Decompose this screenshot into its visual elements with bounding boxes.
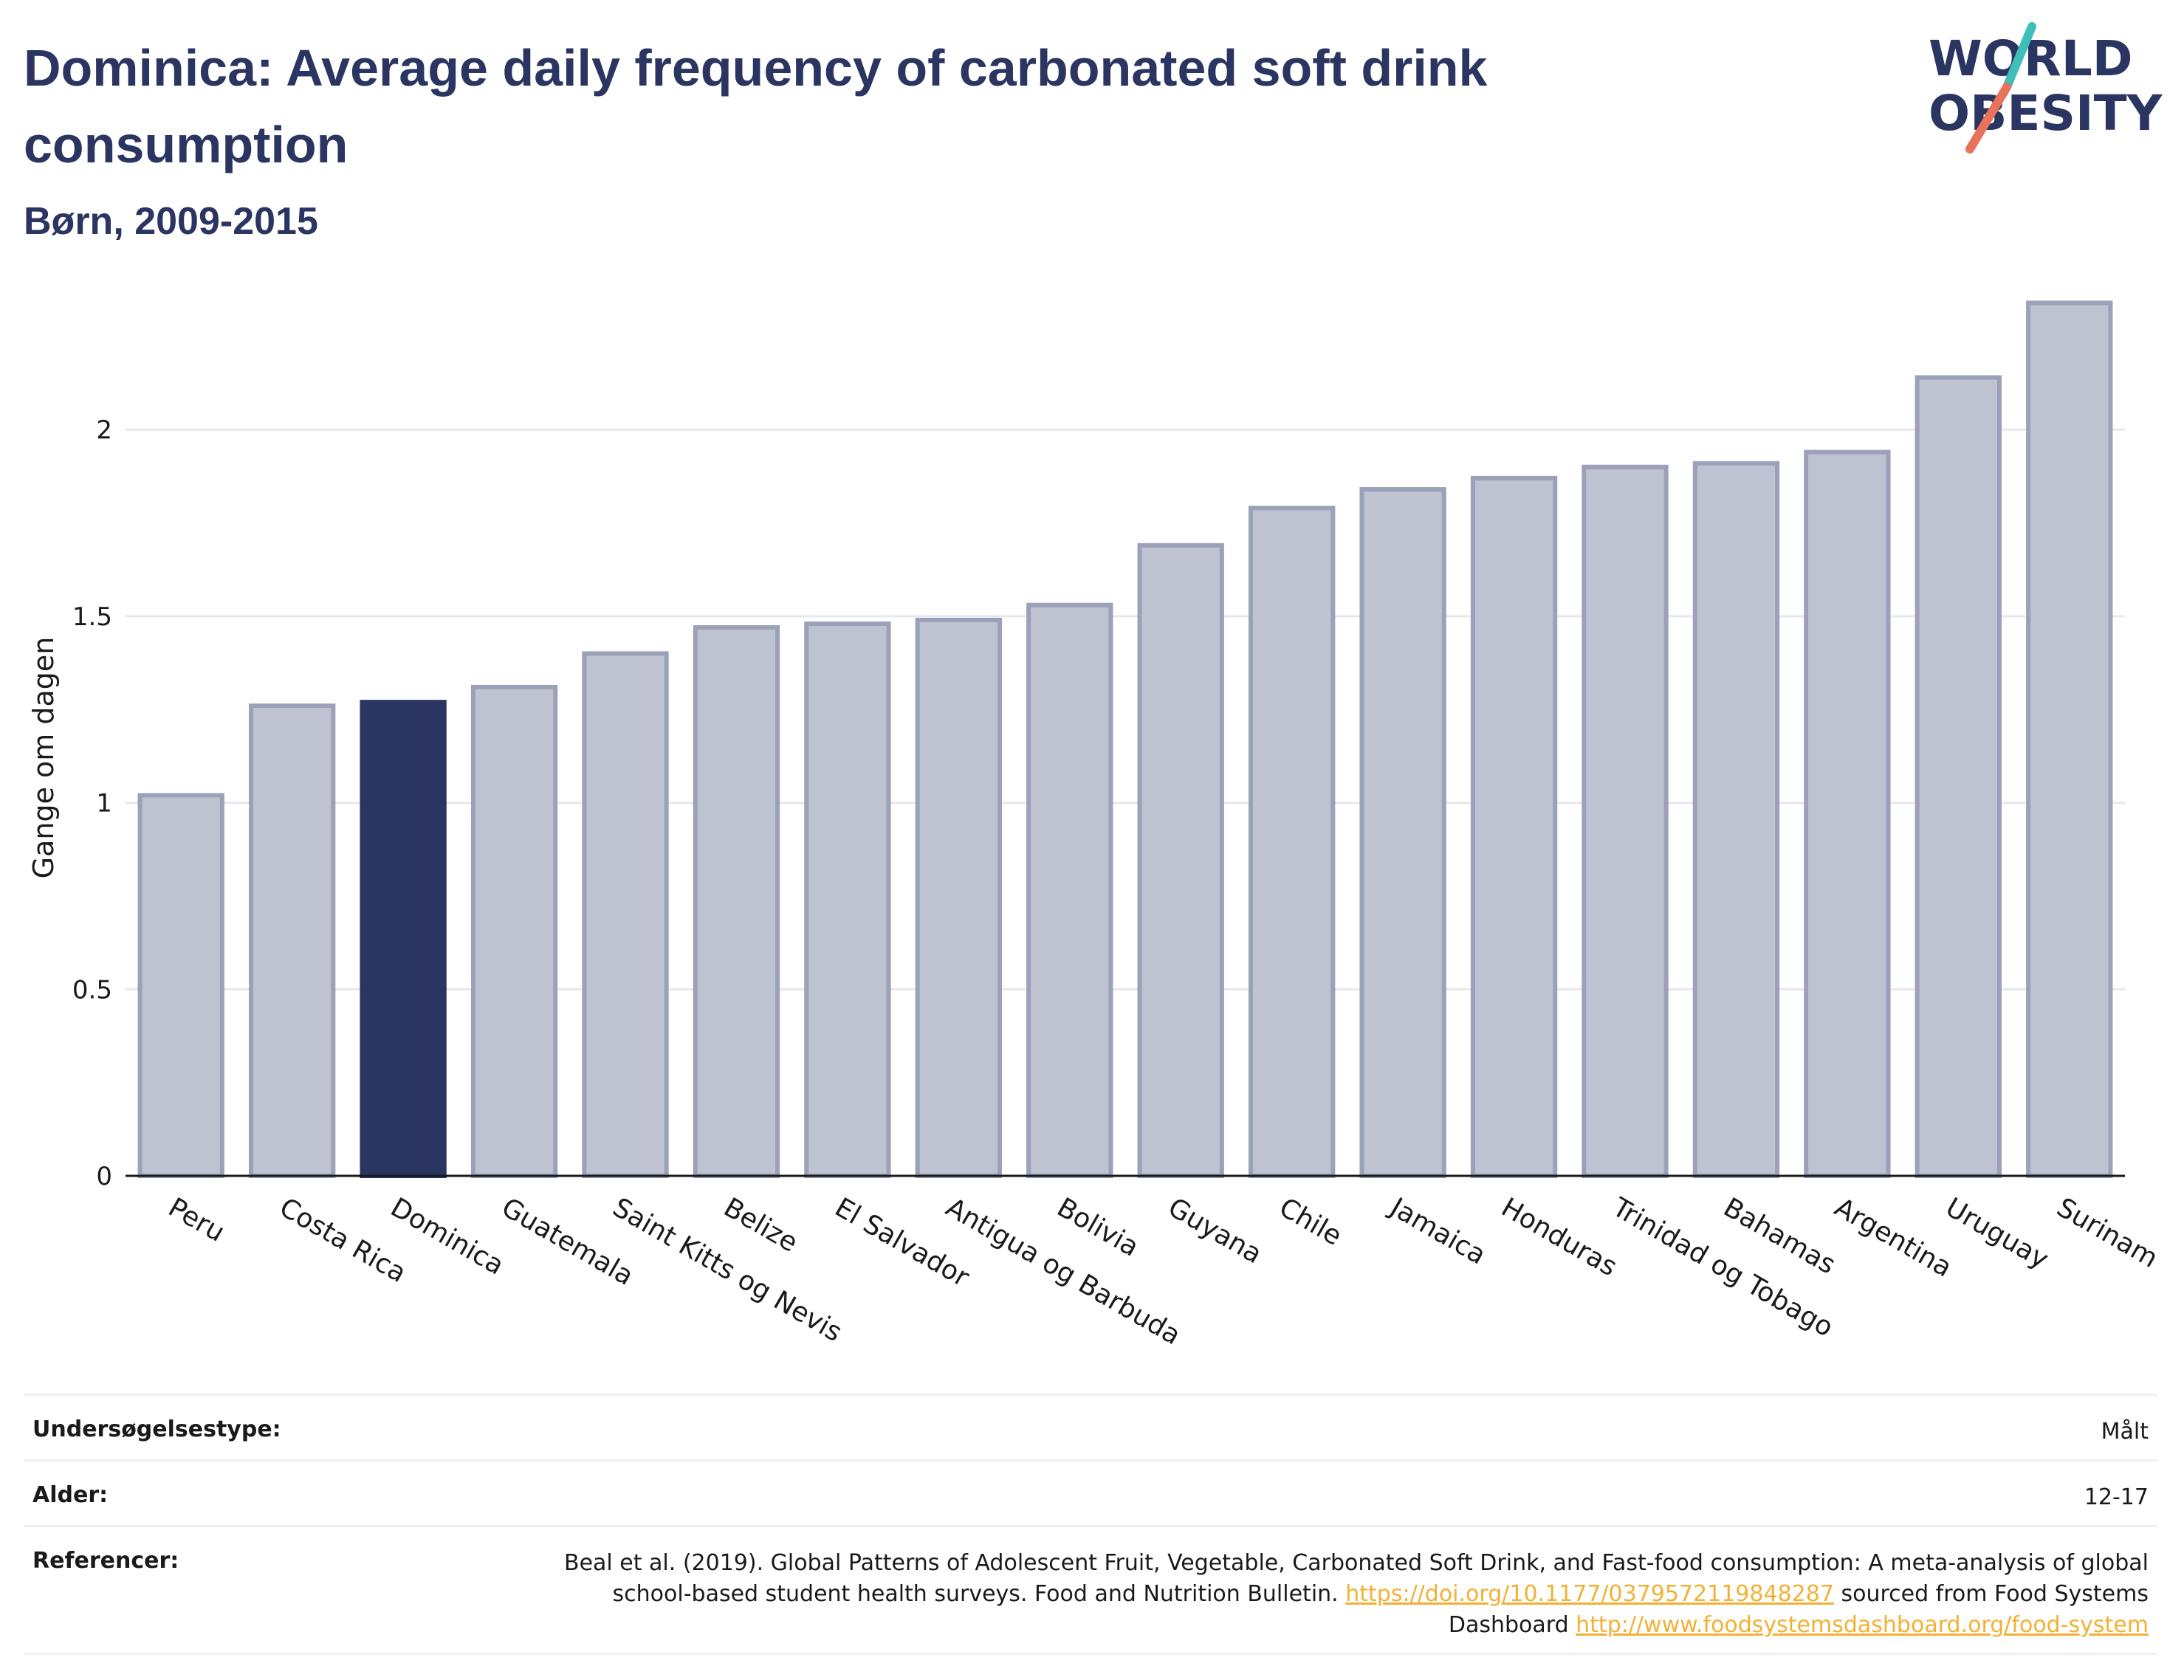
meta-row-survey-type: Undersøgelsestype: Målt: [24, 1394, 2157, 1459]
bar-el-salvador[interactable]: [804, 621, 891, 1178]
y-tick-label: 0: [96, 1162, 112, 1191]
meta-value: 12-17: [2084, 1484, 2149, 1510]
x-tick-label: Bolivia: [1052, 1192, 1144, 1263]
bar-surinam[interactable]: [2026, 300, 2113, 1179]
bars: [137, 300, 2113, 1179]
x-tick-label: Uruguay: [1940, 1192, 2053, 1275]
chart-title: Dominica: Average daily frequency of car…: [24, 39, 1488, 173]
reference-text: Beal et al. (2019). Global Patterns of A…: [524, 1548, 2149, 1641]
logo-slash-top: [2002, 22, 2036, 92]
world-obesity-logo: WORLD OBESITY: [1929, 22, 2163, 154]
bar-saint-kitts-og-nevis[interactable]: [582, 651, 669, 1178]
meta-row-references: Referencer: Beal et al. (2019). Global P…: [24, 1525, 2157, 1655]
bar-argentina[interactable]: [1804, 450, 1891, 1179]
y-tick-label: 1.5: [72, 602, 112, 632]
bar-costa-rica[interactable]: [249, 703, 336, 1178]
doi-link[interactable]: https://doi.org/10.1177/0379572119848287: [1345, 1581, 1834, 1607]
meta-key: Undersøgelsestype:: [32, 1416, 281, 1442]
meta-row-age: Alder: 12-17: [24, 1459, 2157, 1525]
bar-guatemala[interactable]: [470, 684, 558, 1178]
bar-guyana[interactable]: [1137, 543, 1224, 1178]
x-tick-label: Honduras: [1496, 1192, 1621, 1282]
bar-antigua-og-barbuda[interactable]: [915, 617, 1002, 1179]
bar-trinidad-og-tobago[interactable]: [1582, 464, 1669, 1179]
y-tick-label: 0.5: [72, 975, 112, 1005]
metadata-table: Undersøgelsestype: Målt Alder: 12-17 Ref…: [24, 1394, 2157, 1655]
bar-belize[interactable]: [693, 625, 780, 1179]
bar-honduras[interactable]: [1470, 475, 1558, 1178]
chart-subtitle: Børn, 2009-2015: [24, 200, 318, 243]
x-tick-label: Costa Rica: [275, 1192, 411, 1289]
bar-jamaica[interactable]: [1359, 487, 1446, 1178]
meta-value: Målt: [2101, 1419, 2149, 1445]
food-systems-link[interactable]: http://www.foodsystemsdashboard.org/food…: [1576, 1612, 2149, 1638]
x-tick-label: Guyana: [1163, 1192, 1267, 1270]
x-tick-label: Jamaica: [1384, 1191, 1491, 1270]
bar-dominica[interactable]: [360, 700, 447, 1178]
reference-citation: Beal et al. (2019). Global Patterns of A…: [563, 1550, 2149, 1607]
bar-chile[interactable]: [1249, 506, 1336, 1179]
logo-slash-bottom: [1965, 83, 2011, 154]
meta-key: Alder:: [32, 1482, 109, 1508]
bar-bahamas[interactable]: [1692, 461, 1780, 1178]
meta-key: Referencer:: [32, 1548, 179, 1574]
gridlines: [126, 428, 2125, 991]
y-axis-title: Gange om dagen: [27, 637, 60, 879]
x-tick-label: Chile: [1274, 1192, 1347, 1252]
reference-source: sourced from Food Systems Dashboard: [1448, 1581, 2149, 1638]
bar-uruguay[interactable]: [1915, 375, 2002, 1179]
bar-bolivia[interactable]: [1026, 602, 1113, 1178]
y-tick-label: 1: [96, 789, 112, 819]
x-tick-label: Argentina: [1830, 1192, 1957, 1283]
bar-peru[interactable]: [137, 793, 224, 1178]
x-tick-label: Belize: [718, 1192, 803, 1258]
x-tick-label: Surinam: [2052, 1192, 2163, 1274]
logo-line2: OBESITY: [1929, 85, 2163, 142]
x-tick-label: Peru: [163, 1192, 230, 1248]
y-tick-label: 2: [96, 416, 112, 445]
